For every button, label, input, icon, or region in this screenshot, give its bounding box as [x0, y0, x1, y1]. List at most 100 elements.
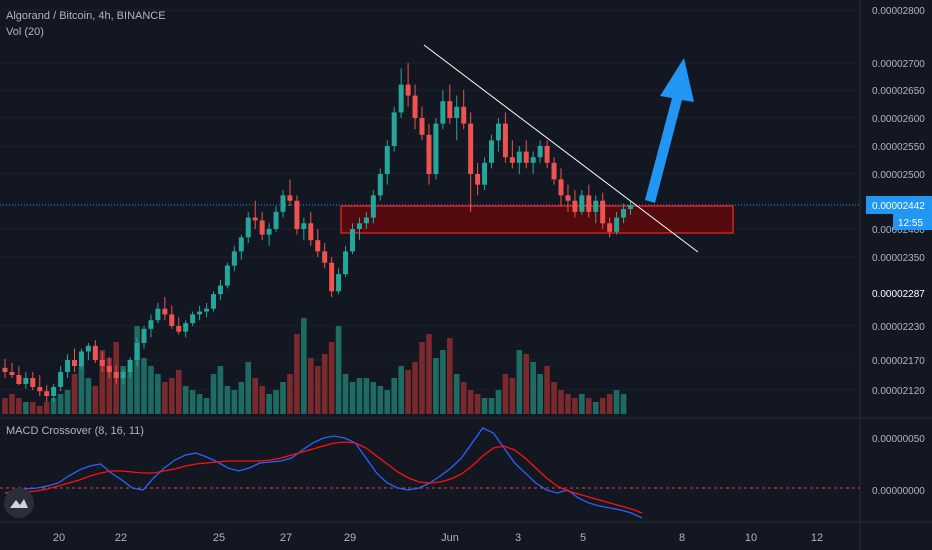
volume-bar [252, 378, 258, 414]
volume-bar [579, 394, 585, 414]
drawings[interactable] [423, 44, 699, 253]
candle-body [259, 220, 265, 235]
price-tick-label: 0.00002550 [872, 142, 925, 153]
candle-body [322, 251, 328, 263]
volume-bar [259, 386, 265, 414]
volume-bar [294, 334, 300, 414]
volume-bar [280, 382, 286, 414]
candle-body [141, 328, 147, 343]
volume-bar [363, 378, 370, 414]
candle-body [2, 367, 8, 372]
time-axis[interactable]: 20 22 25 27 29 Jun 3 5 8 10 12 [53, 532, 823, 544]
trendline [423, 44, 699, 253]
price-tick-label: 0.00002650 [872, 86, 925, 97]
candle-body [252, 217, 258, 221]
time-tick-label: 20 [53, 532, 65, 544]
volume-bar [356, 378, 363, 414]
candle-body [447, 101, 453, 118]
volume-bar [9, 394, 15, 414]
candle-body [628, 205, 633, 209]
candle-body [113, 372, 119, 378]
price-tick-label: 0.00002600 [872, 114, 925, 125]
volume-bar [426, 334, 432, 414]
candle-body [315, 240, 321, 252]
countdown-label: 12:55 [898, 218, 923, 229]
candle-body [148, 320, 154, 329]
volume-bar [141, 358, 147, 414]
candle-body [600, 200, 606, 224]
volume-bar [565, 394, 571, 414]
volume-bar [238, 382, 245, 414]
candle-body [287, 195, 293, 201]
volume-bar [377, 386, 384, 414]
volume-bar [460, 382, 467, 414]
volume-bar [328, 342, 335, 414]
volume-bar [85, 378, 92, 414]
candle-body [586, 195, 592, 212]
candle-body [9, 372, 15, 375]
tradingview-logo-icon[interactable] [4, 488, 34, 518]
candle-body [134, 343, 140, 360]
candle-body [454, 106, 460, 118]
candle-body [23, 378, 29, 384]
volume-bar [335, 326, 342, 414]
candle-body [211, 294, 216, 309]
up-arrow-icon [645, 58, 694, 203]
candle-body [120, 372, 126, 378]
candle-body [280, 195, 286, 212]
candle-body [155, 308, 161, 321]
candle-body [92, 345, 98, 360]
candle-body [44, 391, 50, 396]
time-tick-label: 29 [344, 532, 356, 544]
volume-bar [273, 390, 279, 414]
candle-body [537, 146, 543, 158]
macd-tick-label: 0.00000000 [872, 486, 925, 497]
price-axis[interactable]: 0.00002800 0.00002700 0.00002650 0.00002600… [866, 6, 932, 497]
candle-body [433, 123, 439, 174]
volume-bar [266, 394, 272, 414]
support-resistance-zone[interactable] [340, 205, 734, 234]
candle-body [412, 95, 418, 118]
candle-body [183, 323, 189, 332]
candle-body [426, 134, 432, 174]
price-tick-label: 0.00002400 [872, 225, 925, 236]
candle-body [475, 174, 481, 185]
volume-bar [620, 394, 627, 414]
volume-bar [64, 390, 71, 414]
volume-bar [175, 370, 182, 414]
volume-bar [391, 378, 397, 414]
volume-bar [99, 350, 106, 414]
price-tick-label: 0.00002350 [872, 253, 925, 264]
candle-body [495, 123, 501, 141]
volume-bar [78, 366, 85, 414]
macd-label: MACD Crossover (8, 16, 11) [6, 425, 144, 437]
macd-lines [0, 427, 860, 519]
volume-bar [419, 342, 425, 414]
volume-bar [586, 398, 592, 414]
volume-bar [606, 394, 613, 414]
volume-bar [217, 366, 224, 414]
candle-body [523, 151, 529, 163]
candle-body [78, 351, 84, 366]
volume-bar [308, 358, 314, 414]
candle-body [72, 360, 77, 366]
volume-bar [558, 390, 564, 414]
candle-body [238, 237, 244, 252]
time-tick-label: 5 [580, 532, 586, 544]
candle-body [363, 217, 369, 224]
volume-bar [544, 366, 550, 414]
candle-body [266, 229, 272, 235]
candle-body [273, 211, 279, 229]
time-tick-label: 3 [515, 532, 521, 544]
volume-bar [203, 398, 210, 414]
time-tick-label: 22 [115, 532, 127, 544]
candle-body [99, 360, 105, 366]
volume-bar [43, 402, 50, 414]
candle-body [190, 314, 196, 324]
candle-body [384, 146, 390, 174]
volume-bar [530, 362, 536, 414]
volume-bar [523, 354, 530, 414]
last-price-badge [866, 196, 932, 214]
volume-bar [50, 398, 57, 414]
